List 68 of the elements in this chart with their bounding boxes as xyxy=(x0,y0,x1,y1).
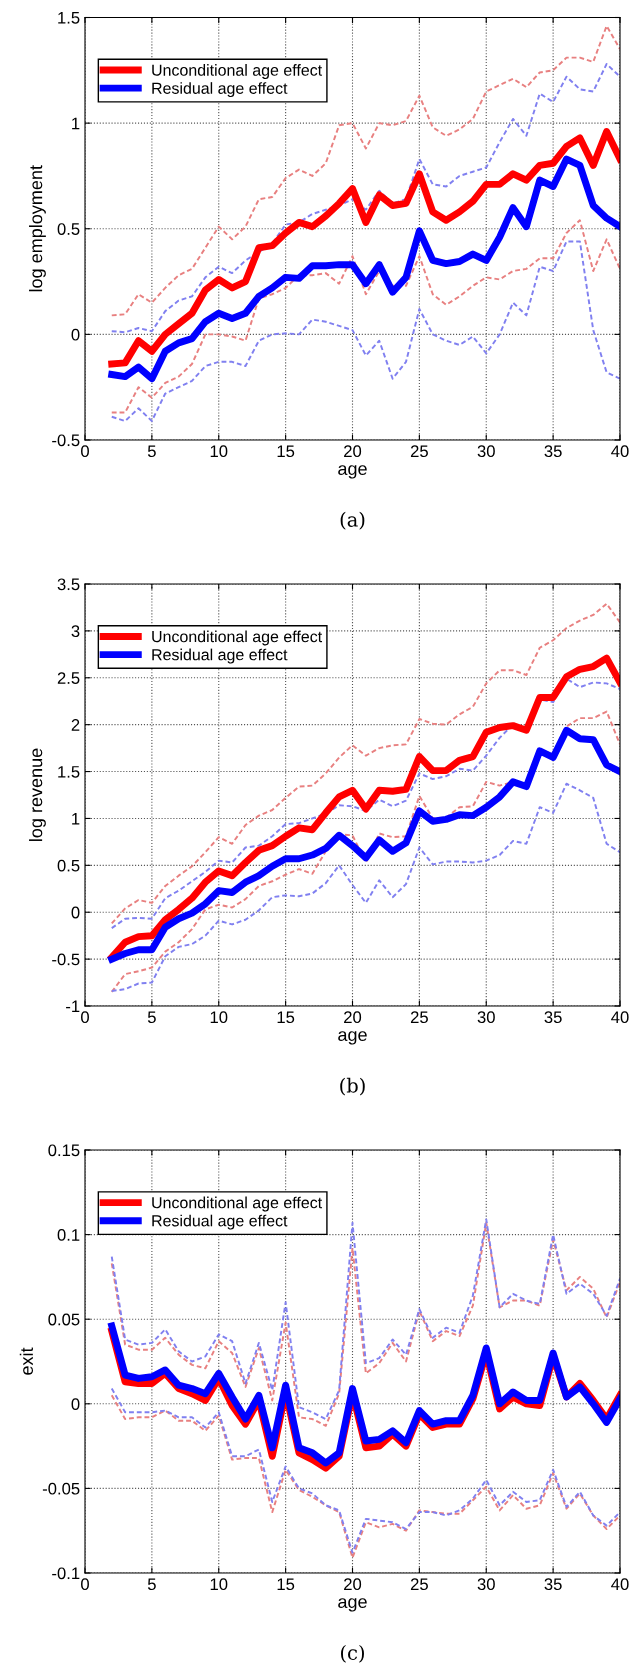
x-tick-label: 35 xyxy=(544,1011,562,1024)
x-tick-label: 20 xyxy=(344,1011,362,1024)
legend-label: Unconditional age effect xyxy=(152,64,323,79)
y-tick-label: 3 xyxy=(71,625,80,638)
y-tick-label: 0 xyxy=(71,1398,80,1410)
y-tick-label: 0.1 xyxy=(57,1229,80,1241)
y-tick-label: 2.5 xyxy=(57,672,80,684)
x-tick-label: 30 xyxy=(477,1011,495,1024)
x-tick-label: 15 xyxy=(277,1578,295,1591)
x-tick-label: 40 xyxy=(611,1578,629,1591)
x-tick-label: 10 xyxy=(210,1011,228,1024)
x-tick-label: 0 xyxy=(81,445,89,458)
x-tick-label: 40 xyxy=(611,1011,629,1024)
y-tick-label: 0 xyxy=(71,906,80,919)
y-tick-label: 1.5 xyxy=(58,12,80,24)
y-tick-label: 0.5 xyxy=(57,859,80,872)
x-axis-title: age xyxy=(338,1031,367,1045)
line-series xyxy=(110,677,620,930)
y-tick-label: -0.5 xyxy=(52,434,80,447)
x-tick-label: 5 xyxy=(147,1578,156,1591)
y-tick-label: -1 xyxy=(66,1000,80,1013)
y-tick-label: 1.5 xyxy=(58,766,80,778)
x-tick-label: 25 xyxy=(410,1011,428,1024)
legend-label: Residual age effect xyxy=(152,82,288,98)
y-tick-label: 0.05 xyxy=(48,1313,80,1326)
x-tick-label: 30 xyxy=(477,1578,495,1591)
y-tick-label: 0.5 xyxy=(57,223,80,235)
legend-label: Unconditional age effect xyxy=(152,630,323,646)
legend-label: Residual age effect xyxy=(152,1214,288,1230)
x-tick-label: 25 xyxy=(410,445,428,458)
x-tick-label: 5 xyxy=(147,445,156,458)
x-tick-label: 15 xyxy=(277,445,295,458)
x-tick-label: 40 xyxy=(611,445,629,458)
x-tick-label: 10 xyxy=(210,445,228,458)
x-axis-title: age xyxy=(338,1598,367,1612)
text: (b) xyxy=(340,1077,365,1096)
legend-label: Unconditional age effect xyxy=(152,1196,323,1212)
x-tick-label: 5 xyxy=(147,1011,156,1024)
y-tick-label: 2 xyxy=(71,719,80,731)
y-tick-label: 1 xyxy=(72,117,80,130)
x-tick-label: 10 xyxy=(210,1578,228,1591)
text: (c) xyxy=(341,1644,364,1663)
y-tick-label: 1 xyxy=(72,813,80,825)
x-tick-label: 20 xyxy=(344,1578,362,1591)
x-tick-label: 35 xyxy=(544,445,562,458)
x-tick-label: 35 xyxy=(544,1578,562,1591)
y-tick-label: 3.5 xyxy=(57,578,80,591)
y-axis-title: log employment xyxy=(29,165,46,292)
line-series xyxy=(110,24,620,317)
y-axis-title: exit xyxy=(19,1347,34,1375)
text: (a) xyxy=(340,511,365,530)
y-tick-label: 0.15 xyxy=(48,1144,80,1157)
y-tick-label: -0.1 xyxy=(52,1567,80,1580)
x-tick-label: 25 xyxy=(410,1578,428,1591)
y-tick-label: -0.5 xyxy=(52,953,80,966)
line-series xyxy=(110,782,620,992)
y-axis-title: log revenue xyxy=(29,748,46,841)
x-tick-label: 0 xyxy=(81,1578,89,1591)
y-tick-label: 0 xyxy=(71,328,80,341)
legend-label: Residual age effect xyxy=(152,648,288,664)
line-series xyxy=(110,63,620,334)
line-series xyxy=(110,602,620,925)
x-tick-label: 15 xyxy=(277,1011,295,1024)
x-axis-title: age xyxy=(338,465,367,479)
y-tick-label: -0.05 xyxy=(42,1482,80,1495)
x-tick-label: 20 xyxy=(344,445,362,458)
x-tick-label: 30 xyxy=(477,445,495,458)
x-tick-label: 0 xyxy=(81,1011,89,1024)
